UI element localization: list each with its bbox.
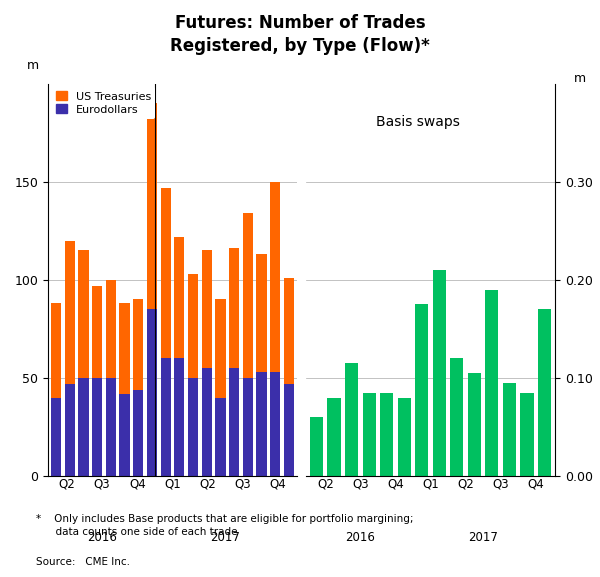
Text: 2017: 2017	[468, 531, 498, 544]
Bar	[188, 378, 198, 476]
Bar	[133, 389, 143, 476]
Bar	[188, 274, 198, 378]
Y-axis label: m: m	[574, 72, 586, 85]
Bar	[51, 398, 61, 476]
Text: 2017: 2017	[211, 531, 240, 544]
Bar	[270, 372, 280, 476]
Text: Futures: Number of Trades
Registered, by Type (Flow)*: Futures: Number of Trades Registered, by…	[170, 14, 430, 55]
Bar	[202, 250, 212, 368]
Bar	[398, 398, 411, 476]
Bar	[538, 309, 551, 476]
Bar	[284, 384, 294, 476]
Bar	[433, 270, 446, 476]
Bar	[270, 182, 280, 372]
Bar	[65, 241, 75, 384]
Bar	[65, 384, 75, 476]
Bar	[106, 280, 116, 378]
Bar	[242, 213, 253, 378]
Bar	[485, 290, 499, 476]
Bar	[415, 305, 428, 476]
Bar	[284, 278, 294, 384]
Text: 2016: 2016	[346, 531, 375, 544]
Bar	[256, 254, 266, 372]
Bar	[79, 250, 89, 378]
Legend: US Treasuries, Eurodollars: US Treasuries, Eurodollars	[52, 87, 155, 119]
Bar	[450, 358, 463, 476]
Text: *    Only includes Base products that are eligible for portfolio margining;
    : * Only includes Base products that are e…	[36, 514, 413, 537]
Bar	[328, 398, 341, 476]
Bar	[92, 286, 103, 378]
Bar	[229, 368, 239, 476]
Bar	[147, 103, 157, 309]
Bar	[503, 383, 516, 476]
Bar	[310, 417, 323, 476]
Bar	[106, 378, 116, 476]
Bar	[256, 372, 266, 476]
Y-axis label: m: m	[27, 59, 39, 72]
Bar	[51, 304, 61, 398]
Text: Source:   CME Inc.: Source: CME Inc.	[36, 557, 130, 567]
Bar	[215, 398, 226, 476]
Bar	[380, 393, 393, 476]
Bar	[174, 358, 184, 476]
Text: 2016: 2016	[87, 531, 117, 544]
Bar	[161, 358, 171, 476]
Bar	[133, 299, 143, 389]
Bar	[242, 378, 253, 476]
Bar	[345, 364, 358, 476]
Text: Basis swaps: Basis swaps	[376, 115, 460, 129]
Bar	[79, 378, 89, 476]
Bar	[229, 249, 239, 368]
Bar	[119, 394, 130, 476]
Bar	[215, 299, 226, 398]
Bar	[362, 393, 376, 476]
Bar	[161, 188, 171, 358]
Bar	[468, 373, 481, 476]
Bar	[119, 304, 130, 394]
Bar	[202, 368, 212, 476]
Bar	[92, 378, 103, 476]
Bar	[520, 393, 533, 476]
Bar	[147, 309, 157, 476]
Bar	[174, 237, 184, 358]
